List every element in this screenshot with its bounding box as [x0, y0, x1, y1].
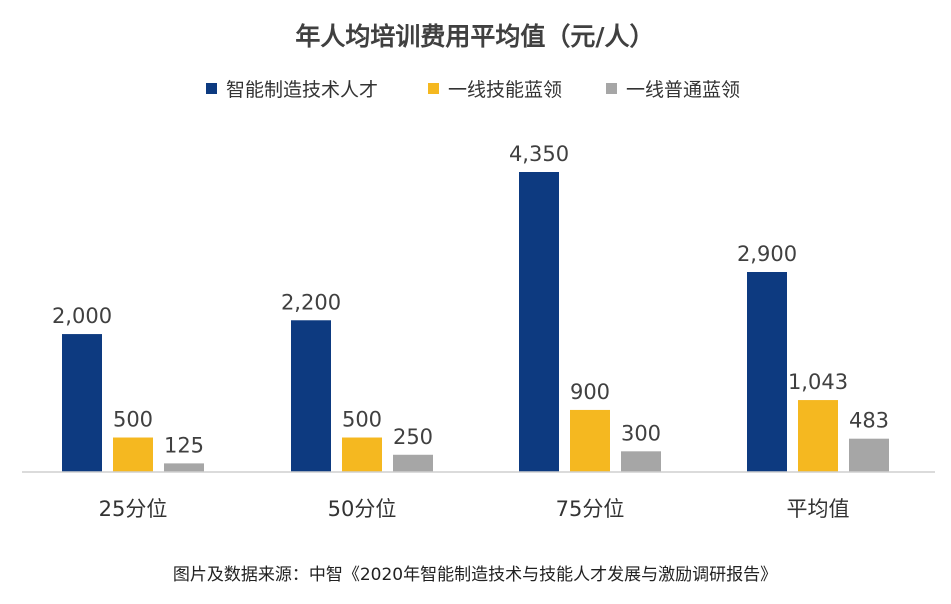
legend-label-3: 一线普通蓝领 [626, 79, 740, 101]
data-label-1-2: 2,200 [281, 290, 341, 314]
data-label-1-1: 2,000 [52, 304, 112, 328]
legend-swatch-2 [428, 83, 439, 94]
data-label-3-1: 125 [164, 433, 204, 457]
x-tick-label-3: 75分位 [556, 497, 625, 521]
data-label-3-4: 483 [849, 409, 889, 433]
bar-2-3 [570, 409, 610, 472]
bar-1-4 [747, 272, 787, 472]
chart-title: 年人均培训费用平均值（元/人） [295, 22, 654, 51]
legend-swatch-1 [206, 83, 217, 94]
bar-3-1 [164, 463, 204, 472]
legend-label-2: 一线技能蓝领 [448, 79, 562, 101]
data-label-3-3: 300 [621, 421, 661, 445]
bar-2-1 [113, 437, 153, 472]
data-label-3-2: 250 [393, 425, 433, 449]
data-label-1-4: 2,900 [737, 242, 797, 266]
bar-2-2 [342, 437, 382, 472]
data-label-1-3: 4,350 [509, 142, 569, 166]
bar-3-3 [621, 451, 661, 472]
bar-3-2 [393, 454, 433, 472]
data-label-2-2: 500 [342, 408, 382, 432]
data-label-2-4: 1,043 [788, 370, 848, 394]
x-tick-label-2: 50分位 [328, 497, 397, 521]
x-tick-label-4: 平均值 [787, 497, 850, 521]
source-note: 图片及数据来源：中智《2020年智能制造技术与技能人才发展与激励调研报告》 [173, 565, 777, 585]
legend: 智能制造技术人才 一线技能蓝领 一线普通蓝领 [206, 79, 740, 101]
legend-label-1: 智能制造技术人才 [226, 79, 378, 101]
bar-2-4 [798, 400, 838, 472]
data-label-2-1: 500 [113, 408, 153, 432]
x-tick-label-1: 25分位 [99, 497, 168, 521]
data-label-2-3: 900 [570, 380, 610, 404]
bar-1-1 [62, 334, 102, 472]
legend-swatch-3 [606, 83, 617, 94]
bar-3-4 [849, 438, 889, 472]
x-axis-ticks: 25分位 50分位 75分位 平均值 [99, 497, 850, 521]
bar-1-3 [519, 172, 559, 472]
bars-group: 2,000 500 125 2,200 500 250 4,350 900 300 2,900 1,… [52, 142, 889, 472]
bar-1-2 [291, 320, 331, 472]
